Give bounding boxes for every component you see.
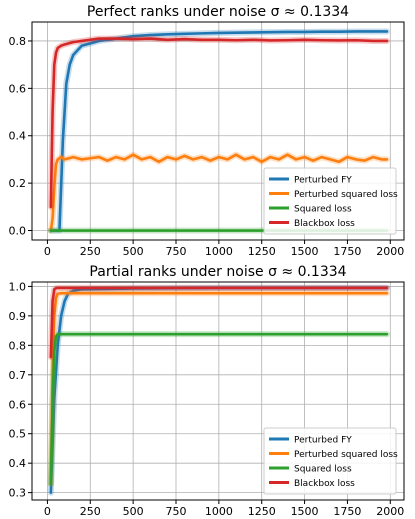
series-line	[49, 153, 389, 232]
y-tick-label: 0.5	[9, 428, 27, 441]
x-tick-label: 0	[44, 505, 51, 518]
series-lines	[47, 28, 390, 234]
series-line	[49, 30, 389, 232]
x-tick-label: 500	[123, 245, 144, 258]
chart-title: Partial ranks under noise σ ≈ 0.1334	[89, 264, 346, 280]
axes-frame	[31, 281, 405, 501]
legend: Perturbed FY Perturbed squared loss Square…	[263, 427, 398, 495]
x-tick-label: 1000	[205, 245, 233, 258]
x-tick-label: 500	[123, 505, 144, 518]
legend-box	[263, 427, 397, 495]
series-lines	[47, 284, 390, 496]
legend-box	[263, 167, 397, 235]
y-tick-label: 0.8	[9, 35, 27, 48]
legend-label: Perturbed squared loss	[294, 450, 398, 460]
x-tick-label: 2000	[376, 505, 404, 518]
series-line	[49, 286, 389, 359]
series-line	[49, 332, 389, 486]
legend-label: Perturbed squared loss	[294, 190, 398, 200]
legend: Perturbed FY Perturbed squared loss Square…	[263, 167, 398, 235]
x-tick-label: 1750	[333, 245, 361, 258]
legend-label: Squared loss	[294, 465, 352, 475]
y-tick-label: 1.0	[9, 280, 27, 293]
x-tick-label: 1250	[248, 245, 276, 258]
x-tick-label: 750	[166, 245, 187, 258]
x-tick-label: 1250	[248, 505, 276, 518]
y-tick-label: 0.8	[9, 339, 27, 352]
x-tick-label: 1750	[333, 505, 361, 518]
x-tick-label: 750	[166, 505, 187, 518]
x-tick-label: 2000	[376, 245, 404, 258]
y-tick-label: 0.0	[9, 225, 27, 238]
y-tick-label: 0.4	[9, 130, 27, 143]
x-tick-label: 250	[80, 245, 101, 258]
chart-panel-1: Perfect ranks under noise σ ≈ 0.1334 0 250…	[9, 4, 405, 258]
x-tick-label: 1500	[291, 505, 319, 518]
x-tick-label: 250	[80, 505, 101, 518]
series-line	[49, 291, 389, 486]
x-tick-label: 1500	[291, 245, 319, 258]
axes-frame	[31, 21, 405, 241]
y-tick-label: 0.7	[9, 369, 27, 382]
chart-title: Perfect ranks under noise σ ≈ 0.1334	[87, 4, 349, 20]
y-tick-label: 0.6	[9, 82, 27, 95]
chart-panel-2: Partial ranks under noise σ ≈ 0.1334 0 250…	[9, 264, 405, 518]
y-tick-label: 0.3	[9, 487, 27, 500]
y-tick-label: 0.2	[9, 177, 27, 190]
legend-label: Perturbed FY	[294, 176, 352, 186]
legend-label: Squared loss	[294, 205, 352, 215]
y-tick-label: 0.9	[9, 310, 27, 323]
y-tick-label: 0.6	[9, 398, 27, 411]
x-tick-label: 0	[44, 245, 51, 258]
legend-label: Blackbox loss	[294, 219, 355, 229]
series-line	[49, 37, 389, 209]
y-tick-label: 0.4	[9, 457, 27, 470]
legend-label: Perturbed FY	[294, 436, 352, 446]
x-tick-label: 1000	[205, 505, 233, 518]
legend-label: Blackbox loss	[294, 479, 355, 489]
